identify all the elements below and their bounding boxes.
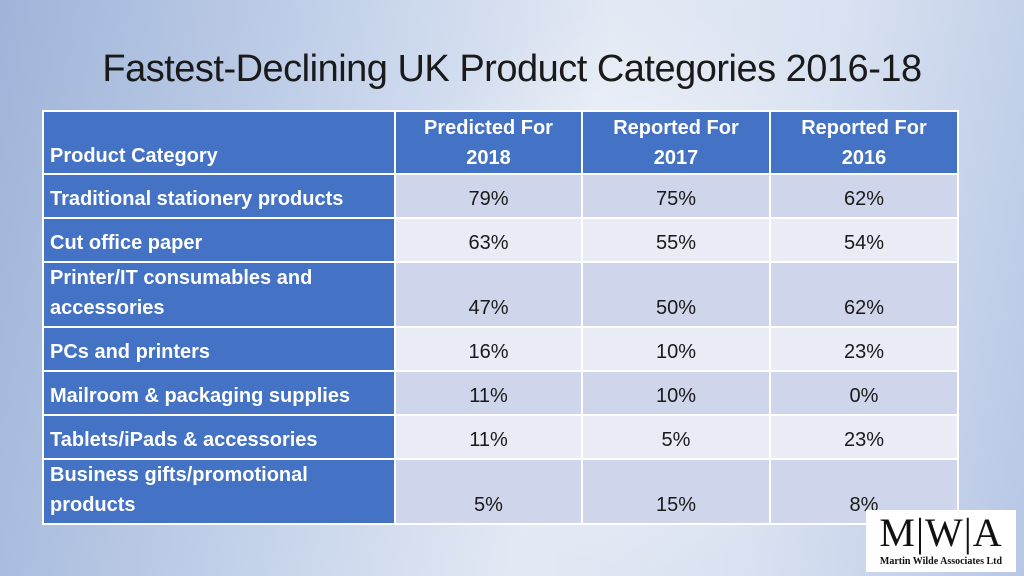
page-title: Fastest-Declining UK Product Categories … <box>102 48 922 90</box>
cell-2017: 50% <box>581 261 771 328</box>
table-row: Cut office paper 63% 55% 54% <box>42 217 959 263</box>
cell-2016: 62% <box>769 173 959 219</box>
table-row: Mailroom & packaging supplies 11% 10% 0% <box>42 370 959 416</box>
header-product-category: Product Category <box>42 110 396 175</box>
row-category: Mailroom & packaging supplies <box>42 370 396 416</box>
cell-2018: 11% <box>394 370 583 416</box>
logo-company-name: Martin Wilde Associates Ltd <box>879 556 1003 567</box>
table-header-row: Product Category Predicted For 2018 Repo… <box>42 110 959 175</box>
cell-2016: 54% <box>769 217 959 263</box>
cell-2018: 79% <box>394 173 583 219</box>
row-category: Business gifts/promotional products <box>42 458 396 525</box>
row-category: Printer/IT consumables and accessories <box>42 261 396 328</box>
cell-2017: 5% <box>581 414 771 460</box>
cell-2017: 10% <box>581 370 771 416</box>
cell-2017: 55% <box>581 217 771 263</box>
cell-2018: 5% <box>394 458 583 525</box>
cell-2016: 0% <box>769 370 959 416</box>
cell-2018: 16% <box>394 326 583 372</box>
table-row: Tablets/iPads & accessories 11% 5% 23% <box>42 414 959 460</box>
table-row: Printer/IT consumables and accessories 4… <box>42 261 959 328</box>
cell-2017: 15% <box>581 458 771 525</box>
cell-2017: 10% <box>581 326 771 372</box>
row-category: Tablets/iPads & accessories <box>42 414 396 460</box>
cell-2018: 11% <box>394 414 583 460</box>
header-reported-2017: Reported For 2017 <box>581 110 771 175</box>
header-reported-2016: Reported For 2016 <box>769 110 959 175</box>
cell-2016: 62% <box>769 261 959 328</box>
table-row: Business gifts/promotional products 5% 1… <box>42 458 959 525</box>
table-row: PCs and printers 16% 10% 23% <box>42 326 959 372</box>
row-category: Cut office paper <box>42 217 396 263</box>
data-table: Product Category Predicted For 2018 Repo… <box>42 110 959 525</box>
cell-2017: 75% <box>581 173 771 219</box>
cell-2016: 23% <box>769 414 959 460</box>
table-row: Traditional stationery products 79% 75% … <box>42 173 959 219</box>
row-category: PCs and printers <box>42 326 396 372</box>
cell-2018: 63% <box>394 217 583 263</box>
header-predicted-2018: Predicted For 2018 <box>394 110 583 175</box>
logo-mark: M|W|A <box>879 510 1003 555</box>
cell-2016: 23% <box>769 326 959 372</box>
cell-2018: 47% <box>394 261 583 328</box>
company-logo: M|W|A Martin Wilde Associates Ltd <box>866 510 1016 572</box>
row-category: Traditional stationery products <box>42 173 396 219</box>
